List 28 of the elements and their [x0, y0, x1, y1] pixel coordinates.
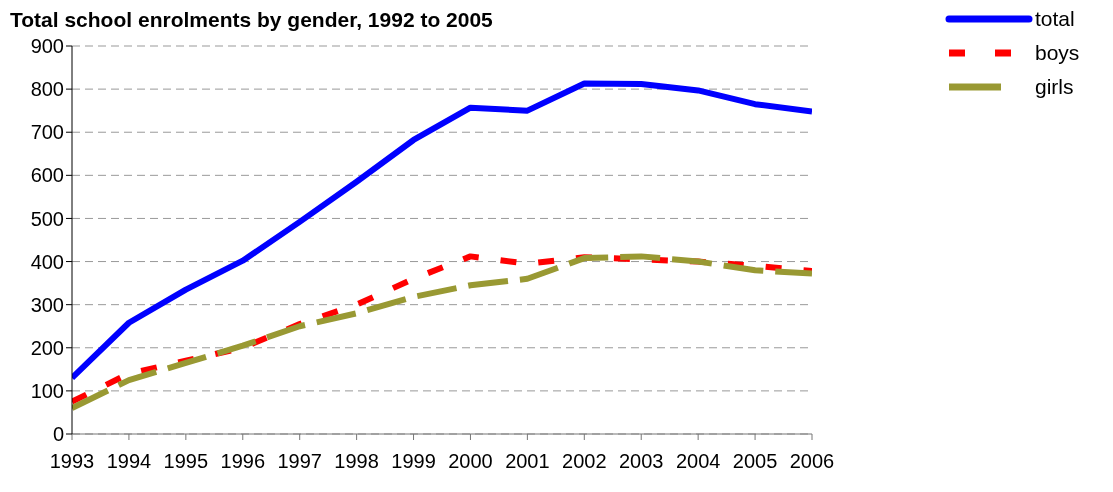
- y-tick-label: 100: [30, 379, 64, 402]
- x-tick-label: 2004: [675, 450, 721, 473]
- x-tick-label: 2002: [562, 450, 607, 473]
- legend-label: total: [1035, 7, 1075, 31]
- x-tick-label: 1997: [277, 450, 322, 473]
- y-tick-label: 300: [30, 293, 64, 316]
- x-tick-label: 1994: [106, 450, 152, 473]
- x-tick-label: 2001: [505, 450, 550, 473]
- y-tick-label: 800: [30, 78, 64, 101]
- legend-label: boys: [1035, 41, 1080, 65]
- y-tick-label: 600: [30, 164, 64, 187]
- x-tick-label: 1993: [49, 450, 95, 473]
- x-tick-label: 1996: [220, 450, 266, 473]
- x-tick-label: 2000: [448, 450, 493, 473]
- legend-label: girls: [1035, 75, 1074, 99]
- y-tick-label: 200: [30, 336, 64, 359]
- x-tick-label: 2005: [732, 450, 778, 473]
- y-tick-label: 400: [30, 250, 64, 273]
- x-tick-label: 1998: [334, 450, 379, 473]
- chart-title: Total school enrolments by gender, 1992 to 2005: [10, 8, 493, 32]
- x-tick-label: 1995: [163, 450, 209, 473]
- x-tick-label: 2003: [618, 450, 664, 473]
- y-tick-label: 0: [52, 423, 64, 446]
- x-tick-label: 2006: [789, 450, 835, 473]
- x-tick-label: 1999: [391, 450, 436, 473]
- y-tick-label: 700: [30, 121, 64, 144]
- y-tick-label: 500: [30, 207, 64, 230]
- y-tick-label: 900: [30, 35, 64, 58]
